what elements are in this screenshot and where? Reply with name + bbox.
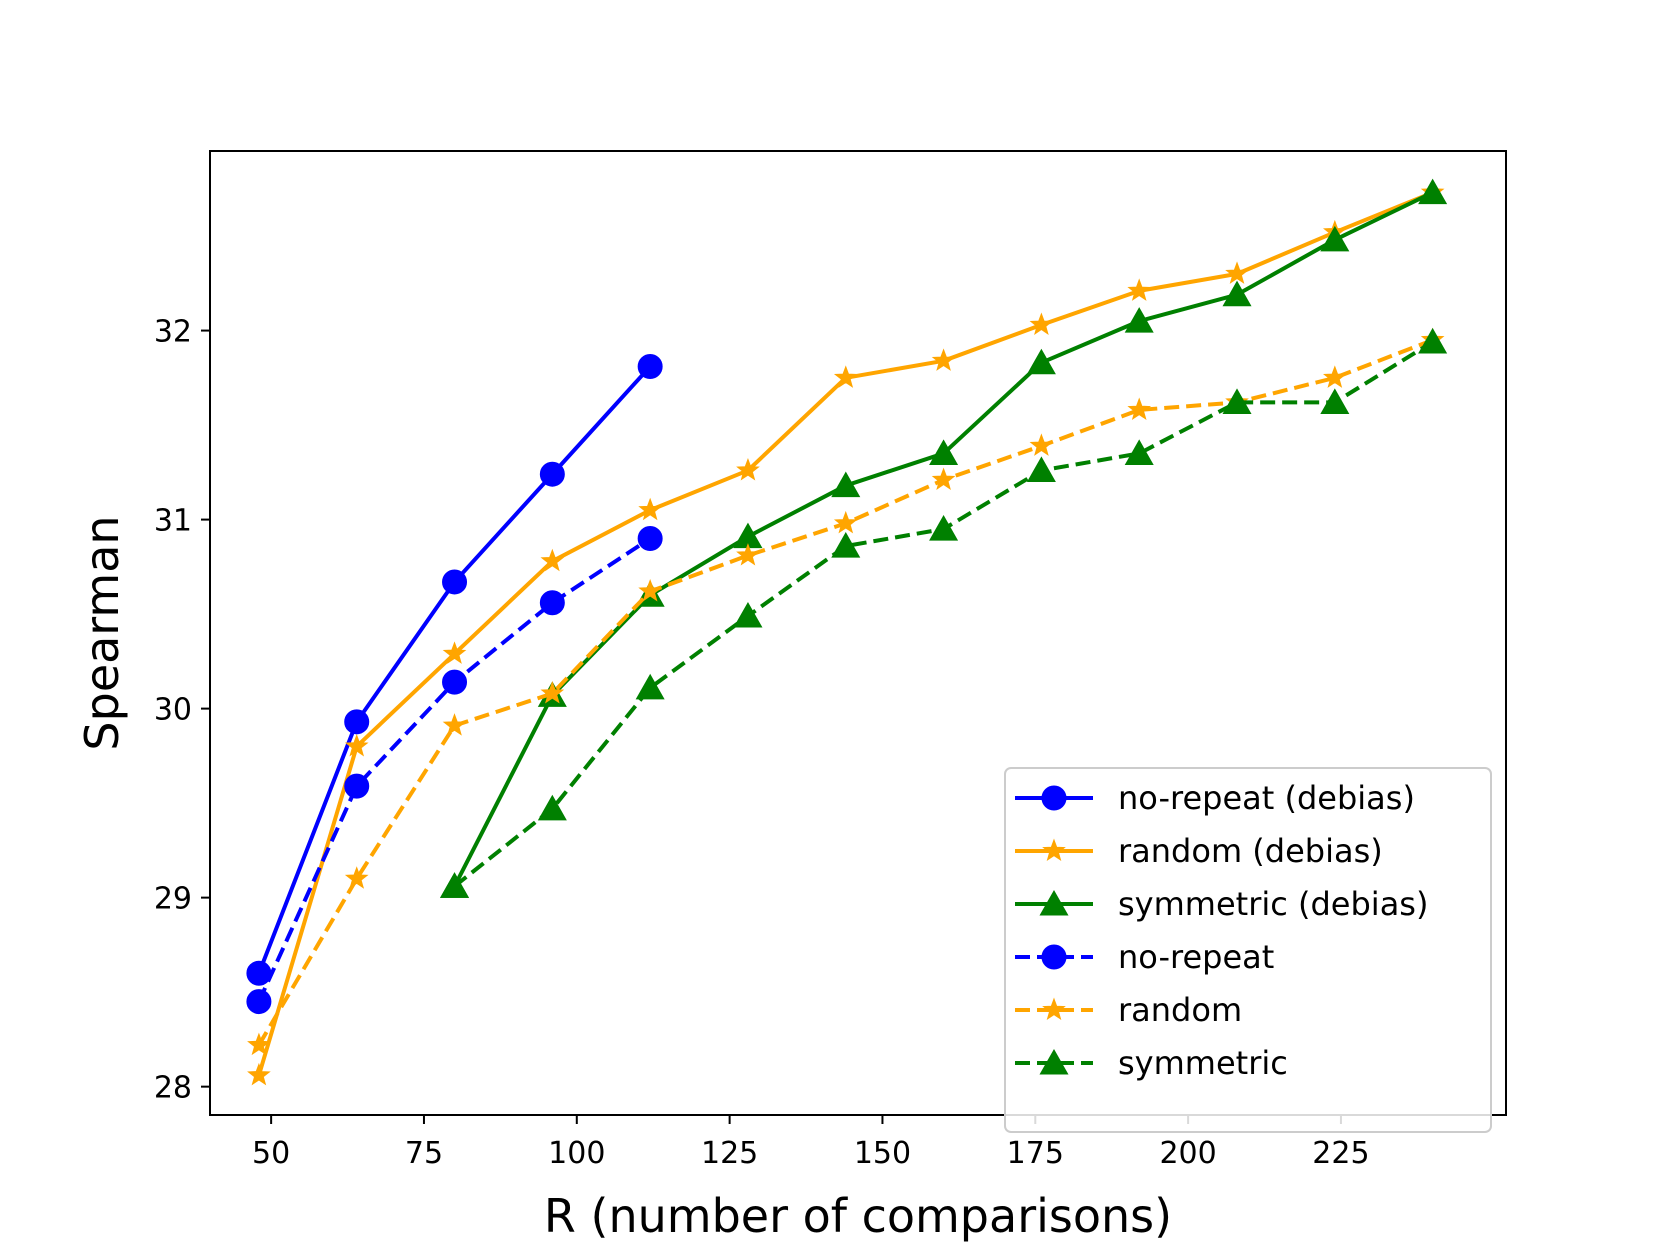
data-point (736, 458, 760, 481)
x-tick-label: 75 (405, 1136, 443, 1171)
series-5 (440, 327, 1448, 898)
x-axis-title: R (number of comparisons) (544, 1189, 1172, 1243)
axes: 50 75 100 125 150 175 200 225 28 29 30 31 32 (154, 150, 1507, 1171)
legend-label: symmetric (1118, 1044, 1288, 1082)
data-point (1418, 178, 1448, 205)
plot-frame (209, 150, 1507, 1116)
data-point (442, 669, 468, 695)
data-point (440, 872, 470, 898)
data-point (1029, 312, 1054, 335)
data-point (1026, 348, 1056, 375)
legend-entry: symmetric (debias) (1015, 885, 1428, 923)
data-point (833, 510, 858, 534)
data-point (247, 1062, 271, 1086)
data-point (246, 989, 272, 1015)
data-point (344, 866, 369, 889)
legend-entry: random (1015, 991, 1242, 1029)
data-point (344, 773, 370, 799)
data-point (1124, 307, 1154, 333)
x-tick-label: 100 (548, 1136, 605, 1171)
legend-entry: random (debias) (1015, 832, 1383, 870)
data-point (931, 348, 956, 371)
legend-marker (1041, 785, 1067, 811)
data-point (931, 467, 956, 490)
data-point (246, 960, 272, 986)
series-0 (246, 353, 663, 986)
data-point (1026, 456, 1056, 482)
legend-label: no-repeat (1118, 938, 1274, 976)
legend: no-repeat (debias) random (debias) symmetr… (1004, 767, 1492, 1133)
data-point (929, 439, 959, 465)
data-point (736, 543, 760, 566)
data-point (638, 578, 662, 602)
series-line (257, 536, 652, 1003)
legend-label: random (1118, 991, 1242, 1029)
data-point (1222, 388, 1252, 414)
plot-area (246, 178, 1448, 1086)
y-tick-label: 30 (154, 693, 192, 728)
data-point (442, 713, 467, 736)
data-point (1124, 439, 1154, 465)
x-tick-label: 225 (1312, 1136, 1369, 1171)
data-point (929, 515, 959, 541)
legend-label: symmetric (debias) (1118, 885, 1428, 923)
y-tick-label: 32 (154, 315, 192, 350)
legend-marker (1039, 889, 1069, 916)
y-tick-label: 28 (154, 1071, 192, 1106)
y-tick-label: 29 (154, 882, 192, 917)
data-point (638, 497, 662, 521)
data-point (1418, 327, 1448, 354)
legend-entry: symmetric (1015, 1044, 1288, 1082)
data-point (247, 1032, 271, 1056)
x-tick-label: 200 (1159, 1136, 1216, 1171)
legend-marker (1042, 838, 1066, 862)
data-point (831, 532, 861, 558)
data-point (733, 601, 763, 628)
x-tick-label: 125 (701, 1136, 758, 1171)
data-point (637, 353, 663, 379)
data-point (1320, 388, 1350, 414)
series-2 (440, 178, 1448, 898)
series-3 (246, 525, 663, 1015)
data-point (540, 548, 565, 572)
x-tick-label: 150 (854, 1136, 911, 1171)
legend-marker (1041, 944, 1067, 970)
y-axis-title: Spearman (75, 515, 129, 750)
data-point (539, 590, 565, 616)
data-point (833, 365, 858, 388)
data-point (442, 569, 468, 595)
data-point (1029, 433, 1054, 456)
x-tick-label: 50 (252, 1136, 290, 1171)
data-point (539, 461, 565, 487)
data-point (537, 794, 567, 821)
data-point (540, 681, 565, 704)
data-point (1225, 261, 1249, 284)
legend-entry: no-repeat (1015, 938, 1274, 976)
data-point (637, 525, 663, 551)
data-point (1323, 365, 1347, 388)
x-tick-label: 175 (1007, 1136, 1064, 1171)
data-point (344, 733, 369, 757)
legend-label: random (debias) (1118, 832, 1383, 870)
data-point (1127, 278, 1152, 301)
data-point (442, 641, 467, 664)
data-point (344, 709, 370, 735)
data-point (1320, 225, 1350, 252)
data-point (1222, 280, 1252, 307)
legend-marker (1042, 997, 1066, 1021)
data-point (635, 673, 665, 700)
legend-entry: no-repeat (debias) (1015, 779, 1415, 817)
data-point (1127, 397, 1152, 421)
legend-marker (1039, 1048, 1069, 1075)
y-tick-label: 31 (154, 504, 192, 539)
data-point (831, 471, 861, 498)
legend-box (1004, 767, 1492, 1133)
legend-label: no-repeat (debias) (1118, 779, 1415, 817)
series-1 (247, 180, 1445, 1086)
